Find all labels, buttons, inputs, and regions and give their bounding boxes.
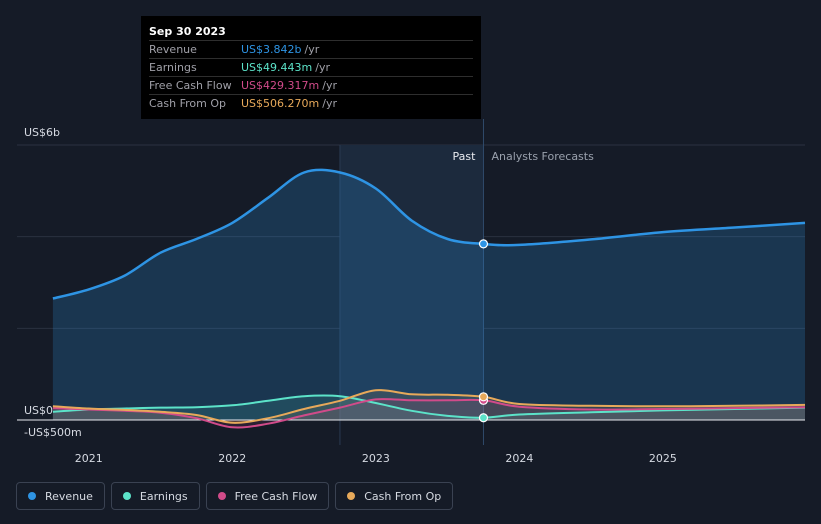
revenue-line <box>52 168 806 300</box>
cash-from-op-dot-icon <box>347 492 356 500</box>
tooltip-value: US$429.317m <box>241 79 320 92</box>
past-region <box>339 145 484 420</box>
legend: Revenue Earnings Free Cash Flow Cash Fro… <box>16 482 454 510</box>
chart: US$6b US$0 -US$500m Past Analysts Forecasts 2… <box>17 119 806 465</box>
tooltip-row-cash-from-op: Cash From Op US$506.270m /yr <box>149 94 473 112</box>
y-axis-top-label: US$6b <box>24 126 60 139</box>
revenue-area <box>52 169 805 420</box>
legend-label: Free Cash Flow <box>234 489 318 503</box>
revenue-marker <box>478 239 489 249</box>
tooltip-label: Revenue <box>149 43 197 56</box>
tooltip: Sep 30 2023 Revenue US$3.842b /yr Earnin… <box>141 16 481 119</box>
legend-item-revenue[interactable]: Revenue <box>16 482 105 510</box>
cash-from-op-marker <box>478 392 489 402</box>
free-cash-flow-dot-icon <box>217 492 226 500</box>
tooltip-label: Free Cash Flow <box>149 79 232 92</box>
x-tick-label: 2024 <box>505 452 533 465</box>
tooltip-unit: /yr <box>315 61 330 74</box>
tooltip-unit: /yr <box>304 43 320 56</box>
x-tick-label: 2021 <box>75 452 103 465</box>
earnings-marker <box>478 413 489 423</box>
earnings-area <box>52 395 805 420</box>
tooltip-value: US$3.842b <box>241 43 302 56</box>
tooltip-label: Cash From Op <box>149 97 227 110</box>
tooltip-date: Sep 30 2023 <box>149 25 226 38</box>
past-label: Past <box>453 150 477 163</box>
legend-item-earnings[interactable]: Earnings <box>110 482 200 510</box>
tooltip-label: Earnings <box>149 61 197 74</box>
legend-item-free-cash-flow[interactable]: Free Cash Flow <box>205 482 330 510</box>
y-axis-bottom-label: -US$500m <box>24 426 82 439</box>
cash-from-op-area <box>52 390 805 423</box>
tooltip-value: US$49.443m <box>241 61 313 74</box>
tooltip-unit: /yr <box>322 79 337 92</box>
earnings-dot-icon <box>122 492 131 500</box>
tooltip-row-earnings: Earnings US$49.443m /yr <box>149 58 473 76</box>
tooltip-row-revenue: Revenue US$3.842b /yr <box>149 40 473 58</box>
x-tick-label: 2025 <box>649 452 677 465</box>
y-axis-zero-label: US$0 <box>24 404 53 417</box>
tooltip-row-free-cash-flow: Free Cash Flow US$429.317m /yr <box>149 76 473 94</box>
forecast-label: Analysts Forecasts <box>491 150 594 163</box>
revenue-dot-icon <box>28 492 36 500</box>
legend-label: Earnings <box>139 489 188 503</box>
legend-label: Cash From Op <box>364 489 442 503</box>
tooltip-unit: /yr <box>322 97 337 110</box>
x-tick-label: 2023 <box>362 452 390 465</box>
legend-label: Revenue <box>45 489 93 503</box>
x-tick-label: 2022 <box>218 452 246 465</box>
tooltip-value: US$506.270m <box>241 97 320 110</box>
cash-from-op-line <box>52 389 806 424</box>
legend-item-cash-from-op[interactable]: Cash From Op <box>335 482 454 510</box>
